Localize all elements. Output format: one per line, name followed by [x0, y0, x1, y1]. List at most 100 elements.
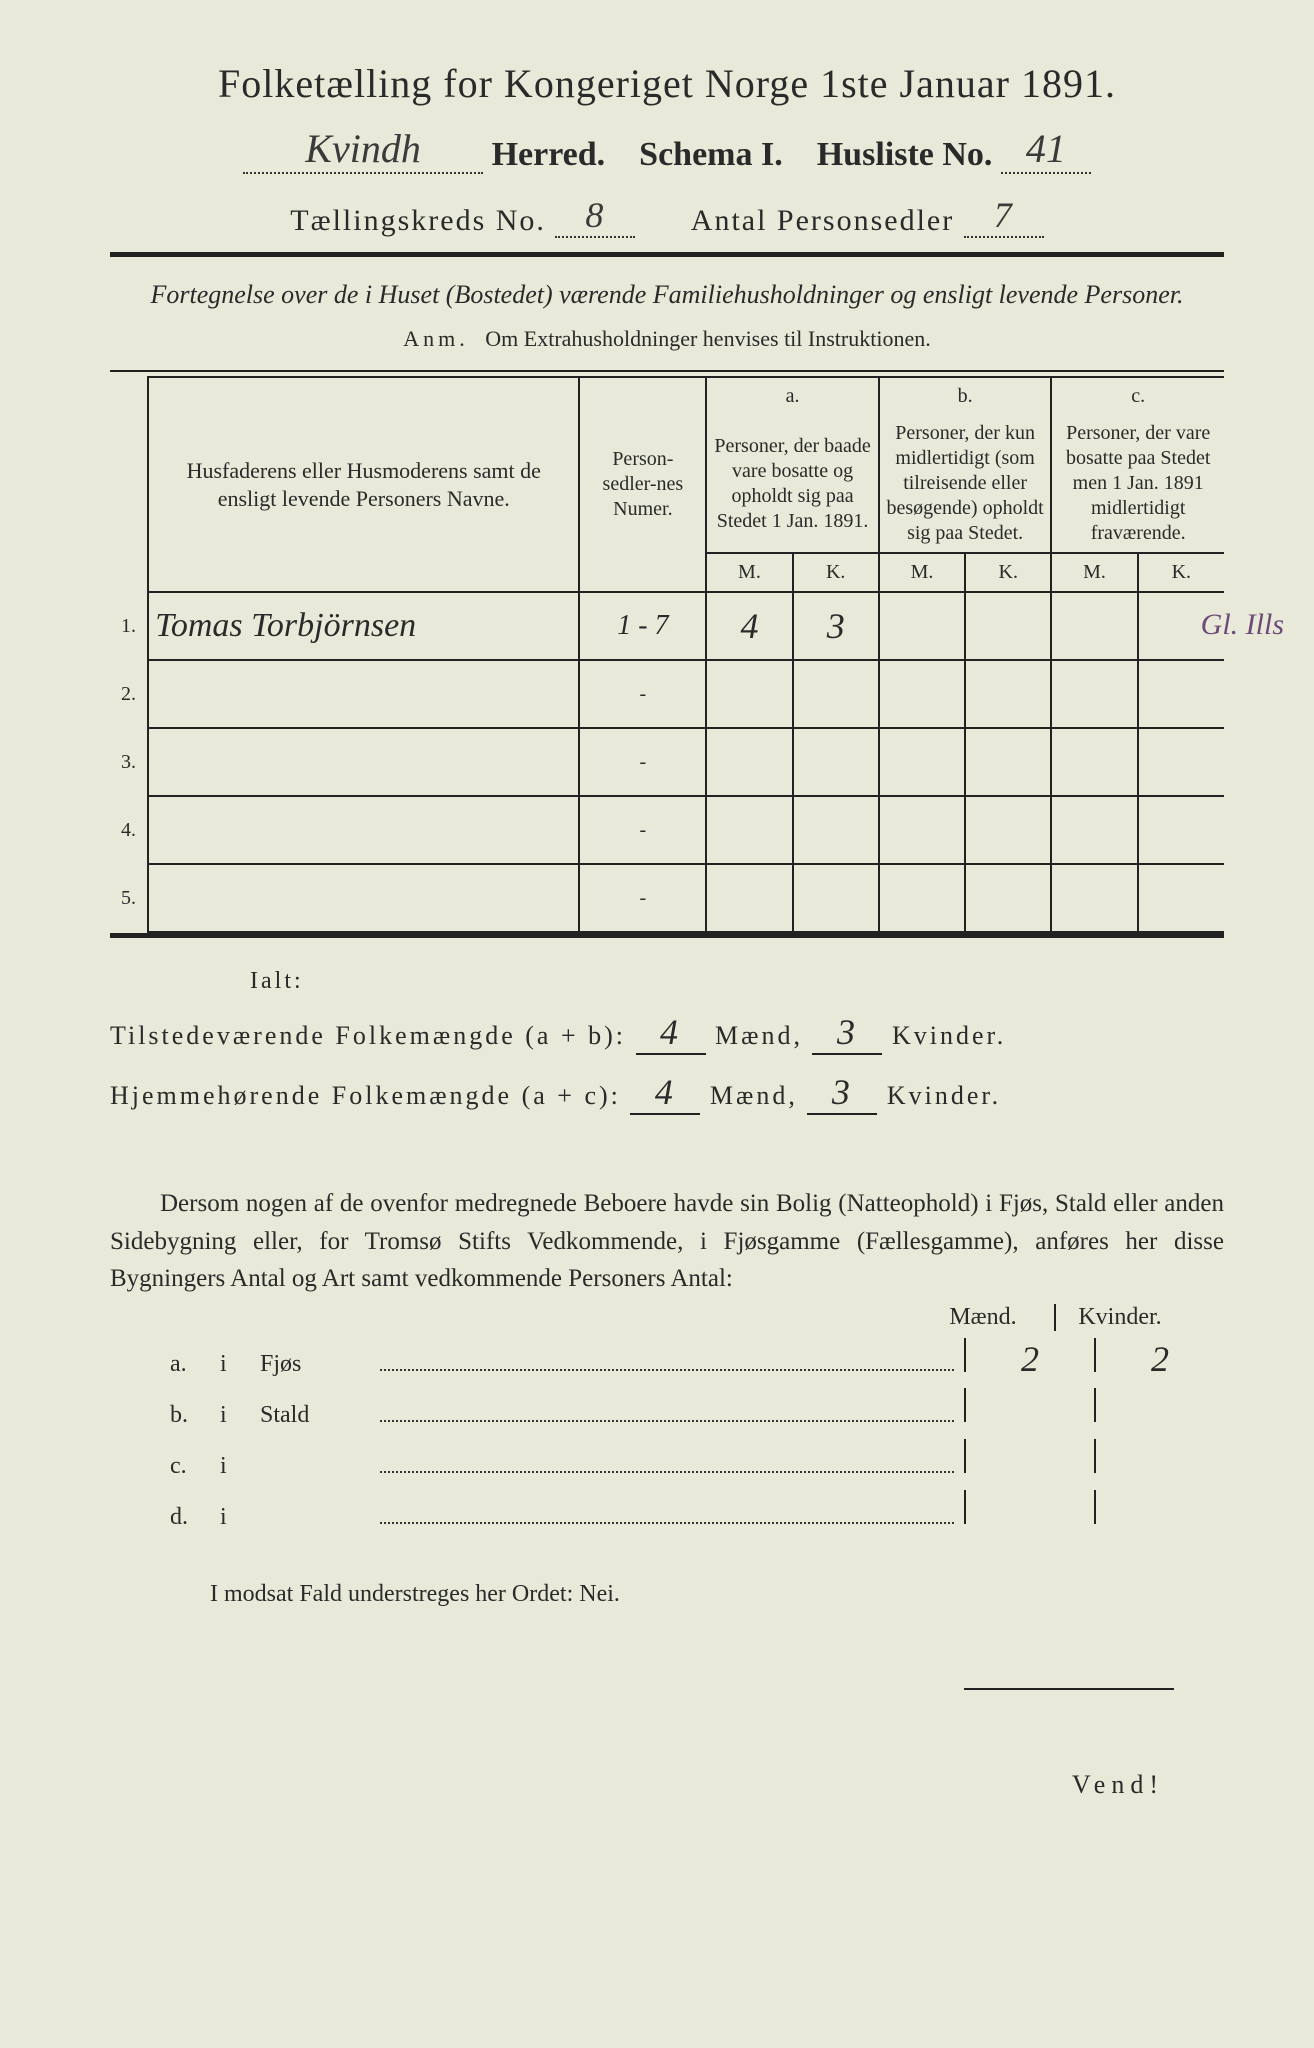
col-num-header: Person-sedler-nes Numer. [579, 377, 706, 592]
vend-label: Vend! [110, 1770, 1224, 1800]
header-line-2: Kvindh Herred. Schema I. Husliste No. 41 [110, 125, 1224, 174]
table-row: 5. - [110, 864, 1224, 932]
ialt-label: Ialt: [250, 968, 1224, 995]
numer-value: - [579, 660, 706, 728]
kreds-label: Tællingskreds No. [290, 204, 546, 237]
row-letter: b. [170, 1402, 220, 1429]
col-c-m: M. [1051, 553, 1137, 592]
husliste-label: Husliste No. [817, 136, 993, 173]
intro-text: Fortegnelse over de i Huset (Bostedet) v… [110, 277, 1224, 312]
kvinder-label: Kvinder. [892, 1021, 1006, 1050]
personsedler-label: Antal Personsedler [691, 204, 954, 237]
col-c-k: K. [1138, 553, 1224, 592]
col-a-desc: Personer, der baade vare bosatte og opho… [706, 415, 879, 553]
building-row: d. i [170, 1490, 1224, 1531]
divider [110, 933, 1224, 938]
building-row: c. i [170, 1439, 1224, 1480]
row-m [964, 1388, 1094, 1422]
divider [110, 370, 1224, 372]
anm-label: Anm. [403, 326, 469, 351]
present-label: Tilstedeværende Folkemængde (a + b): [110, 1021, 626, 1050]
divider [110, 252, 1224, 257]
numer-value: 1 - 7 [617, 610, 668, 641]
kreds-value: 8 [555, 194, 635, 238]
row-letter: c. [170, 1453, 220, 1480]
dots [380, 1420, 954, 1422]
kvinder-label: Kvinder. [887, 1081, 1001, 1110]
present-k: 3 [812, 1011, 882, 1055]
total-present-line: Tilstedeværende Folkemængde (a + b): 4 M… [110, 1011, 1224, 1055]
table-body: 1. Tomas Torbjörnsen 1 - 7 4 3 2. - 3. - [110, 592, 1224, 932]
modsat-text: I modsat Fald understreges her Ordet: Ne… [110, 1581, 1224, 1608]
row-m [964, 1439, 1094, 1473]
table-row: 4. - [110, 796, 1224, 864]
dots [380, 1522, 954, 1524]
row-i: i [220, 1351, 260, 1378]
name-value [148, 728, 579, 796]
a-m-value: 4 [740, 606, 758, 646]
total-resident-line: Hjemmehørende Folkemængde (a + c): 4 Mæn… [110, 1071, 1224, 1115]
b-k-value [965, 592, 1051, 660]
building-row: b. i Stald [170, 1388, 1224, 1429]
row-type: Fjøs [260, 1351, 380, 1378]
name-value: Tomas Torbjörnsen [155, 607, 416, 644]
margin-note: Gl. Ills [1201, 608, 1284, 642]
row-letter: d. [170, 1504, 220, 1531]
name-value [148, 660, 579, 728]
col-a-k: K. [793, 553, 879, 592]
herred-label: Herred. [492, 136, 606, 173]
numer-value: - [579, 796, 706, 864]
row-m: 2 [964, 1338, 1094, 1372]
table-row: 1. Tomas Torbjörnsen 1 - 7 4 3 [110, 592, 1224, 660]
row-k [1094, 1388, 1224, 1422]
resident-label: Hjemmehørende Folkemængde (a + c): [110, 1081, 621, 1110]
table-row: 3. - [110, 728, 1224, 796]
head-maend: Mænd. [918, 1304, 1048, 1331]
c-m-value [1051, 592, 1137, 660]
husliste-value: 41 [1001, 125, 1091, 174]
table-row: 2. - [110, 660, 1224, 728]
name-value [148, 864, 579, 932]
row-number: 3. [110, 728, 148, 796]
resident-k: 3 [807, 1071, 877, 1115]
col-b-k: K. [965, 553, 1051, 592]
numer-value: - [579, 728, 706, 796]
maend-label: Mænd, [715, 1021, 803, 1050]
row-number: 5. [110, 864, 148, 932]
row-number: 2. [110, 660, 148, 728]
col-a-m: M. [706, 553, 792, 592]
row-k: 2 [1094, 1338, 1224, 1372]
a-k-value: 3 [827, 606, 845, 646]
herred-value: Kvindh [243, 125, 483, 174]
dots [380, 1471, 954, 1473]
dots [380, 1369, 954, 1371]
row-number: 4. [110, 796, 148, 864]
maend-label: Mænd, [710, 1081, 798, 1110]
schema-label: Schema I. [639, 136, 783, 173]
resident-m: 4 [630, 1071, 700, 1115]
vend-rule [964, 1688, 1174, 1690]
numer-value: - [579, 864, 706, 932]
buildings-block: Mænd. Kvinder. a. i Fjøs 2 2 b. i Stald … [110, 1338, 1224, 1531]
col-c-desc: Personer, der vare bosatte paa Stedet me… [1051, 415, 1224, 553]
header-line-3: Tællingskreds No. 8 Antal Personsedler 7 [110, 194, 1224, 238]
buildings-header: Mænd. Kvinder. [918, 1304, 1184, 1331]
census-form-page: Folketælling for Kongeriget Norge 1ste J… [110, 60, 1224, 1800]
row-i: i [220, 1453, 260, 1480]
col-a-label: a. [706, 377, 879, 415]
building-row: a. i Fjøs 2 2 [170, 1338, 1224, 1378]
anm-text: Om Extrahusholdninger henvises til Instr… [485, 326, 930, 351]
row-number: 1. [110, 592, 148, 660]
col-c-label: c. [1051, 377, 1224, 415]
name-value [148, 796, 579, 864]
anm-line: Anm. Om Extrahusholdninger henvises til … [110, 326, 1224, 352]
page-title: Folketælling for Kongeriget Norge 1ste J… [110, 60, 1224, 107]
row-m [964, 1490, 1094, 1524]
col-b-desc: Personer, der kun midlertidigt (som tilr… [879, 415, 1052, 553]
head-kvinder: Kvinder. [1054, 1304, 1184, 1331]
present-m: 4 [636, 1011, 706, 1055]
row-type: Stald [260, 1402, 380, 1429]
col-b-label: b. [879, 377, 1052, 415]
personsedler-value: 7 [964, 194, 1044, 238]
col-name-header: Husfaderens eller Husmoderens samt de en… [148, 377, 579, 592]
